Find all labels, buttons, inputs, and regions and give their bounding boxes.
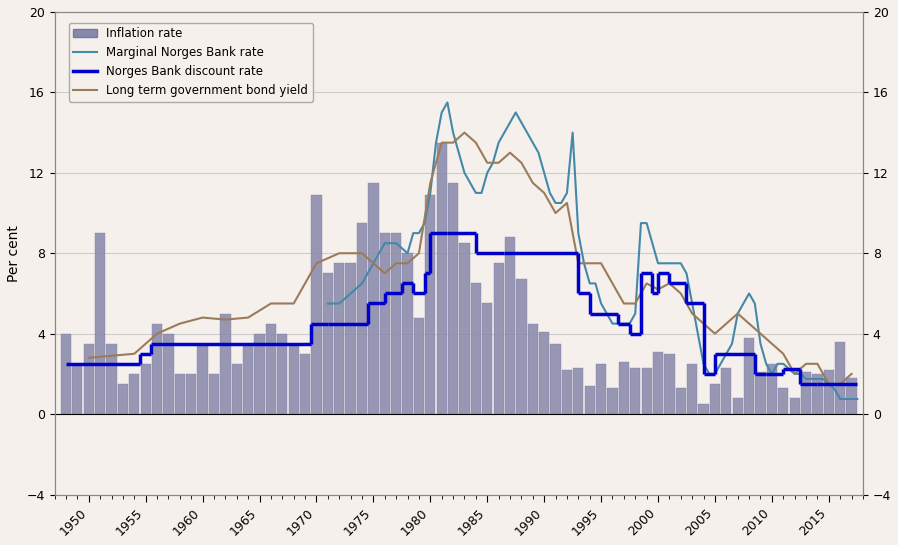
- Bar: [312, 195, 321, 414]
- Bar: [596, 364, 606, 414]
- Bar: [95, 233, 105, 414]
- Bar: [619, 362, 629, 414]
- Bar: [801, 372, 811, 414]
- Bar: [61, 334, 71, 414]
- Bar: [562, 370, 572, 414]
- Bar: [471, 283, 481, 414]
- Bar: [152, 324, 163, 414]
- Legend: Inflation rate, Marginal Norges Bank rate, Norges Bank discount rate, Long term : Inflation rate, Marginal Norges Bank rat…: [68, 23, 313, 102]
- Bar: [175, 374, 185, 414]
- Bar: [84, 344, 94, 414]
- Bar: [198, 344, 207, 414]
- Bar: [186, 374, 197, 414]
- Bar: [436, 143, 447, 414]
- Bar: [254, 334, 265, 414]
- Bar: [357, 223, 367, 414]
- Bar: [277, 334, 287, 414]
- Bar: [733, 398, 743, 414]
- Bar: [516, 280, 526, 414]
- Bar: [607, 388, 618, 414]
- Bar: [813, 374, 823, 414]
- Bar: [573, 368, 584, 414]
- Bar: [163, 334, 173, 414]
- Bar: [789, 398, 800, 414]
- Bar: [141, 364, 151, 414]
- Bar: [334, 263, 344, 414]
- Bar: [72, 364, 83, 414]
- Bar: [368, 183, 379, 414]
- Bar: [494, 263, 504, 414]
- Bar: [106, 344, 117, 414]
- Bar: [675, 388, 686, 414]
- Bar: [129, 374, 139, 414]
- Bar: [847, 378, 857, 414]
- Bar: [402, 253, 413, 414]
- Bar: [550, 344, 560, 414]
- Bar: [232, 364, 242, 414]
- Y-axis label: Per cent: Per cent: [7, 225, 21, 282]
- Bar: [322, 274, 333, 414]
- Bar: [709, 384, 720, 414]
- Bar: [266, 324, 276, 414]
- Bar: [505, 237, 515, 414]
- Bar: [755, 372, 766, 414]
- Bar: [779, 388, 788, 414]
- Bar: [744, 338, 754, 414]
- Bar: [721, 368, 732, 414]
- Bar: [118, 384, 128, 414]
- Bar: [653, 352, 663, 414]
- Bar: [767, 364, 777, 414]
- Bar: [346, 263, 356, 414]
- Bar: [460, 243, 470, 414]
- Bar: [539, 332, 550, 414]
- Bar: [425, 195, 436, 414]
- Bar: [482, 304, 492, 414]
- Bar: [630, 368, 640, 414]
- Bar: [665, 354, 674, 414]
- Bar: [300, 354, 310, 414]
- Bar: [391, 233, 401, 414]
- Bar: [823, 370, 834, 414]
- Bar: [220, 313, 231, 414]
- Bar: [641, 368, 652, 414]
- Bar: [414, 318, 424, 414]
- Bar: [528, 324, 538, 414]
- Bar: [288, 344, 299, 414]
- Bar: [835, 342, 845, 414]
- Bar: [699, 404, 709, 414]
- Bar: [585, 386, 594, 414]
- Bar: [380, 233, 390, 414]
- Bar: [243, 344, 253, 414]
- Bar: [448, 183, 458, 414]
- Bar: [687, 364, 698, 414]
- Bar: [209, 374, 219, 414]
